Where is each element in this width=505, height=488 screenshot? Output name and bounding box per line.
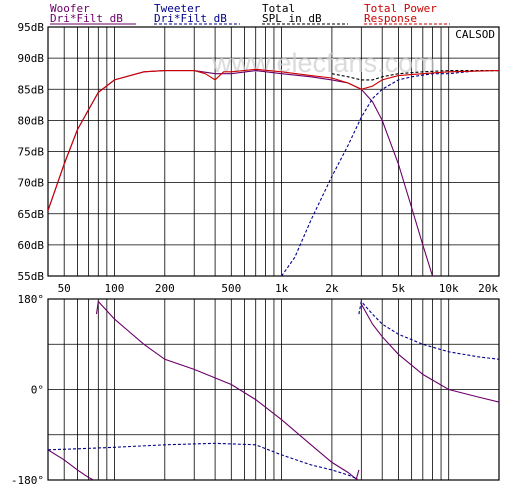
legend-label-line2: Dri*Filt dB xyxy=(154,12,227,25)
legend-label-line2: Response xyxy=(364,12,417,25)
spl-curves xyxy=(48,68,499,276)
y-tick-label: 55dB xyxy=(18,270,45,283)
x-tick-label: 100 xyxy=(105,282,125,295)
tweeter-spl-line xyxy=(281,70,499,276)
axis-labels: 95dB 90dB 85dB 80dB 75dB 70dB 65dB 60dB 55dB 50 10… xyxy=(11,21,498,487)
y-tick-label: 85dB xyxy=(18,83,45,96)
x-tick-label: 50 xyxy=(58,282,71,295)
phase-curves xyxy=(48,300,499,480)
x-tick-label: 1k xyxy=(275,282,289,295)
legend-label-line1: Total xyxy=(262,2,295,15)
phase-grid xyxy=(47,298,500,481)
y-tick-label: 95dB xyxy=(18,21,45,34)
spl-grid: www.elecfans.com CALSOD xyxy=(47,26,500,277)
phase-tick-label: -180° xyxy=(11,474,44,487)
x-tick-label: 2k xyxy=(325,282,339,295)
legend-label-line1: Tweeter xyxy=(154,2,201,15)
woofer-phase-line xyxy=(48,300,499,480)
legend-label-line1: Woofer xyxy=(50,2,90,15)
y-tick-label: 60dB xyxy=(18,239,45,252)
tweeter-phase-line xyxy=(48,300,499,480)
x-tick-label: 500 xyxy=(221,282,241,295)
x-tick-label: 20k xyxy=(478,282,498,295)
y-tick-label: 75dB xyxy=(18,146,45,159)
y-tick-label: 70dB xyxy=(18,177,45,190)
x-tick-label: 200 xyxy=(155,282,175,295)
total-power-line xyxy=(48,68,499,211)
x-tick-label: 5k xyxy=(392,282,406,295)
y-tick-label: 65dB xyxy=(18,208,45,221)
watermark-text: www.elecfans.com xyxy=(211,48,436,78)
y-tick-label: 80dB xyxy=(18,114,45,127)
legend-label-line2: Dri*Filt dB xyxy=(50,12,123,25)
phase-tick-label: 180° xyxy=(18,293,45,306)
y-tick-label: 90dB xyxy=(18,52,45,65)
total-spl-line xyxy=(331,70,499,81)
legend-label-line1: Total Power xyxy=(364,2,437,15)
calsod-label: CALSOD xyxy=(455,28,495,41)
x-tick-label: 10k xyxy=(439,282,459,295)
legend-label-line2: SPL in dB xyxy=(262,12,322,25)
phase-tick-label: 0° xyxy=(31,384,44,397)
